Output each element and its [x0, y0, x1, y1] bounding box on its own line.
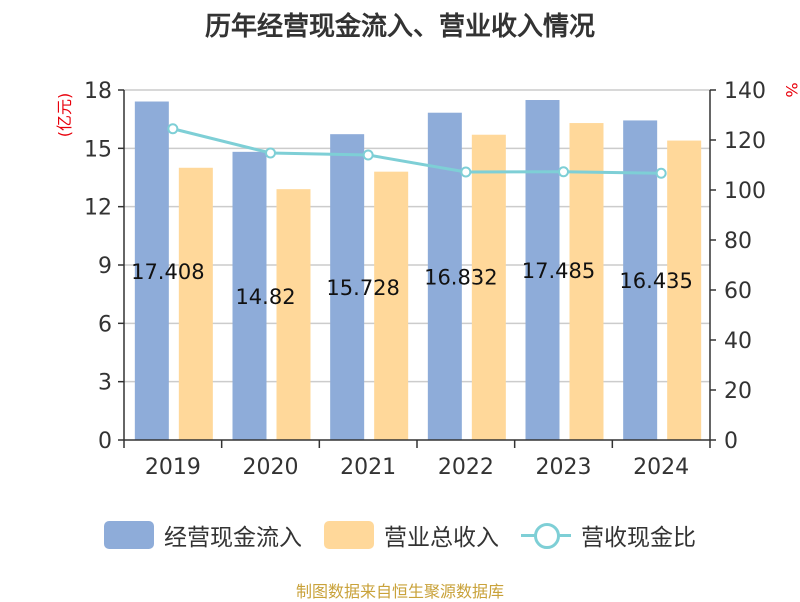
point-ratio: [460, 166, 472, 178]
legend: 经营现金流入 营业总收入 营收现金比: [0, 515, 800, 555]
bar-cash-inflow: [330, 134, 365, 440]
point-ratio: [265, 147, 276, 159]
data-labels: 17.408 14.82 15.728 16.832 17.485 16.435: [131, 259, 693, 309]
bar-revenue: [667, 140, 702, 441]
bar-revenue: [471, 134, 506, 440]
point-ratio: [655, 167, 667, 179]
y-left-tick-label: 12: [84, 196, 112, 221]
y-right-tick-label: 100: [724, 179, 766, 204]
bar-revenue: [178, 167, 213, 440]
x-tick-label: 2022: [438, 455, 494, 480]
data-label-cash-inflow: 16.435: [619, 269, 692, 293]
point-ratio: [558, 166, 569, 178]
data-label-cash-inflow: 15.728: [326, 276, 399, 300]
data-label-cash-inflow: 17.408: [131, 260, 204, 284]
legend-label-cash-inflow: 经营现金流入: [164, 525, 302, 551]
legend-item-cash-inflow[interactable]: 经营现金流入: [104, 518, 302, 552]
chart-title: 历年经营现金流入、营业收入情况: [204, 12, 595, 42]
bar-revenue: [569, 123, 604, 441]
legend-label-revenue: 营业总收入: [384, 525, 499, 551]
y-right-tick-label: 40: [724, 329, 752, 354]
x-tick-label: 2019: [145, 455, 201, 480]
y-left-tick-label: 18: [84, 79, 112, 104]
line-ratio: [172, 127, 662, 175]
x-tick-label: 2024: [633, 455, 689, 480]
gridlines: [124, 89, 710, 383]
y-left-tick-label: 0: [98, 429, 112, 454]
bars: [134, 100, 702, 441]
legend-swatch-ratio: [521, 521, 571, 549]
y-right-tick-label: 0: [724, 429, 738, 454]
legend-label-ratio: 营收现金比: [581, 525, 696, 551]
y-right-tick-label: 140: [724, 79, 766, 104]
point-ratio: [362, 149, 374, 161]
left-axis-unit: (亿元): [55, 93, 74, 138]
y-right-tick-label: 20: [724, 379, 752, 404]
bar-revenue: [276, 189, 311, 440]
x-tick-label: 2021: [340, 455, 396, 480]
bar-revenue: [374, 171, 409, 440]
ratio-line: [167, 123, 667, 179]
data-label-cash-inflow: 17.485: [522, 259, 595, 283]
x-tick-label: 2023: [536, 455, 592, 480]
legend-item-ratio[interactable]: 营收现金比: [521, 518, 696, 552]
data-label-cash-inflow: 16.832: [424, 265, 497, 289]
y-left-tick-label: 9: [98, 254, 112, 279]
y-right-tick-label: 80: [724, 229, 752, 254]
x-tick-label: 2020: [243, 455, 299, 480]
y-right-tick-label: 60: [724, 279, 752, 304]
y-left-tick-label: 3: [98, 371, 112, 396]
data-label-cash-inflow: 14.82: [235, 285, 295, 309]
legend-swatch-revenue: [324, 521, 374, 549]
axes: 0 3 6 9 12 15 18 0 20 40 60 80 100 120 140 2019 2020 2021…: [84, 79, 766, 480]
y-left-tick-label: 15: [84, 137, 112, 162]
bar-cash-inflow: [232, 151, 267, 441]
bar-cash-inflow: [134, 101, 169, 440]
y-left-tick-label: 6: [98, 312, 112, 337]
legend-item-revenue[interactable]: 营业总收入: [324, 518, 499, 552]
data-source-note: 制图数据来自恒生聚源数据库: [295, 582, 504, 601]
chart-plot: 0 3 6 9 12 15 18 0 20 40 60 80 100 120 140 2019 2020 2021…: [55, 79, 800, 480]
bar-cash-inflow: [525, 100, 560, 440]
legend-swatch-cash-inflow: [104, 521, 154, 549]
right-axis-unit: %: [782, 82, 800, 97]
y-right-tick-label: 120: [724, 129, 766, 154]
point-ratio: [167, 123, 179, 135]
